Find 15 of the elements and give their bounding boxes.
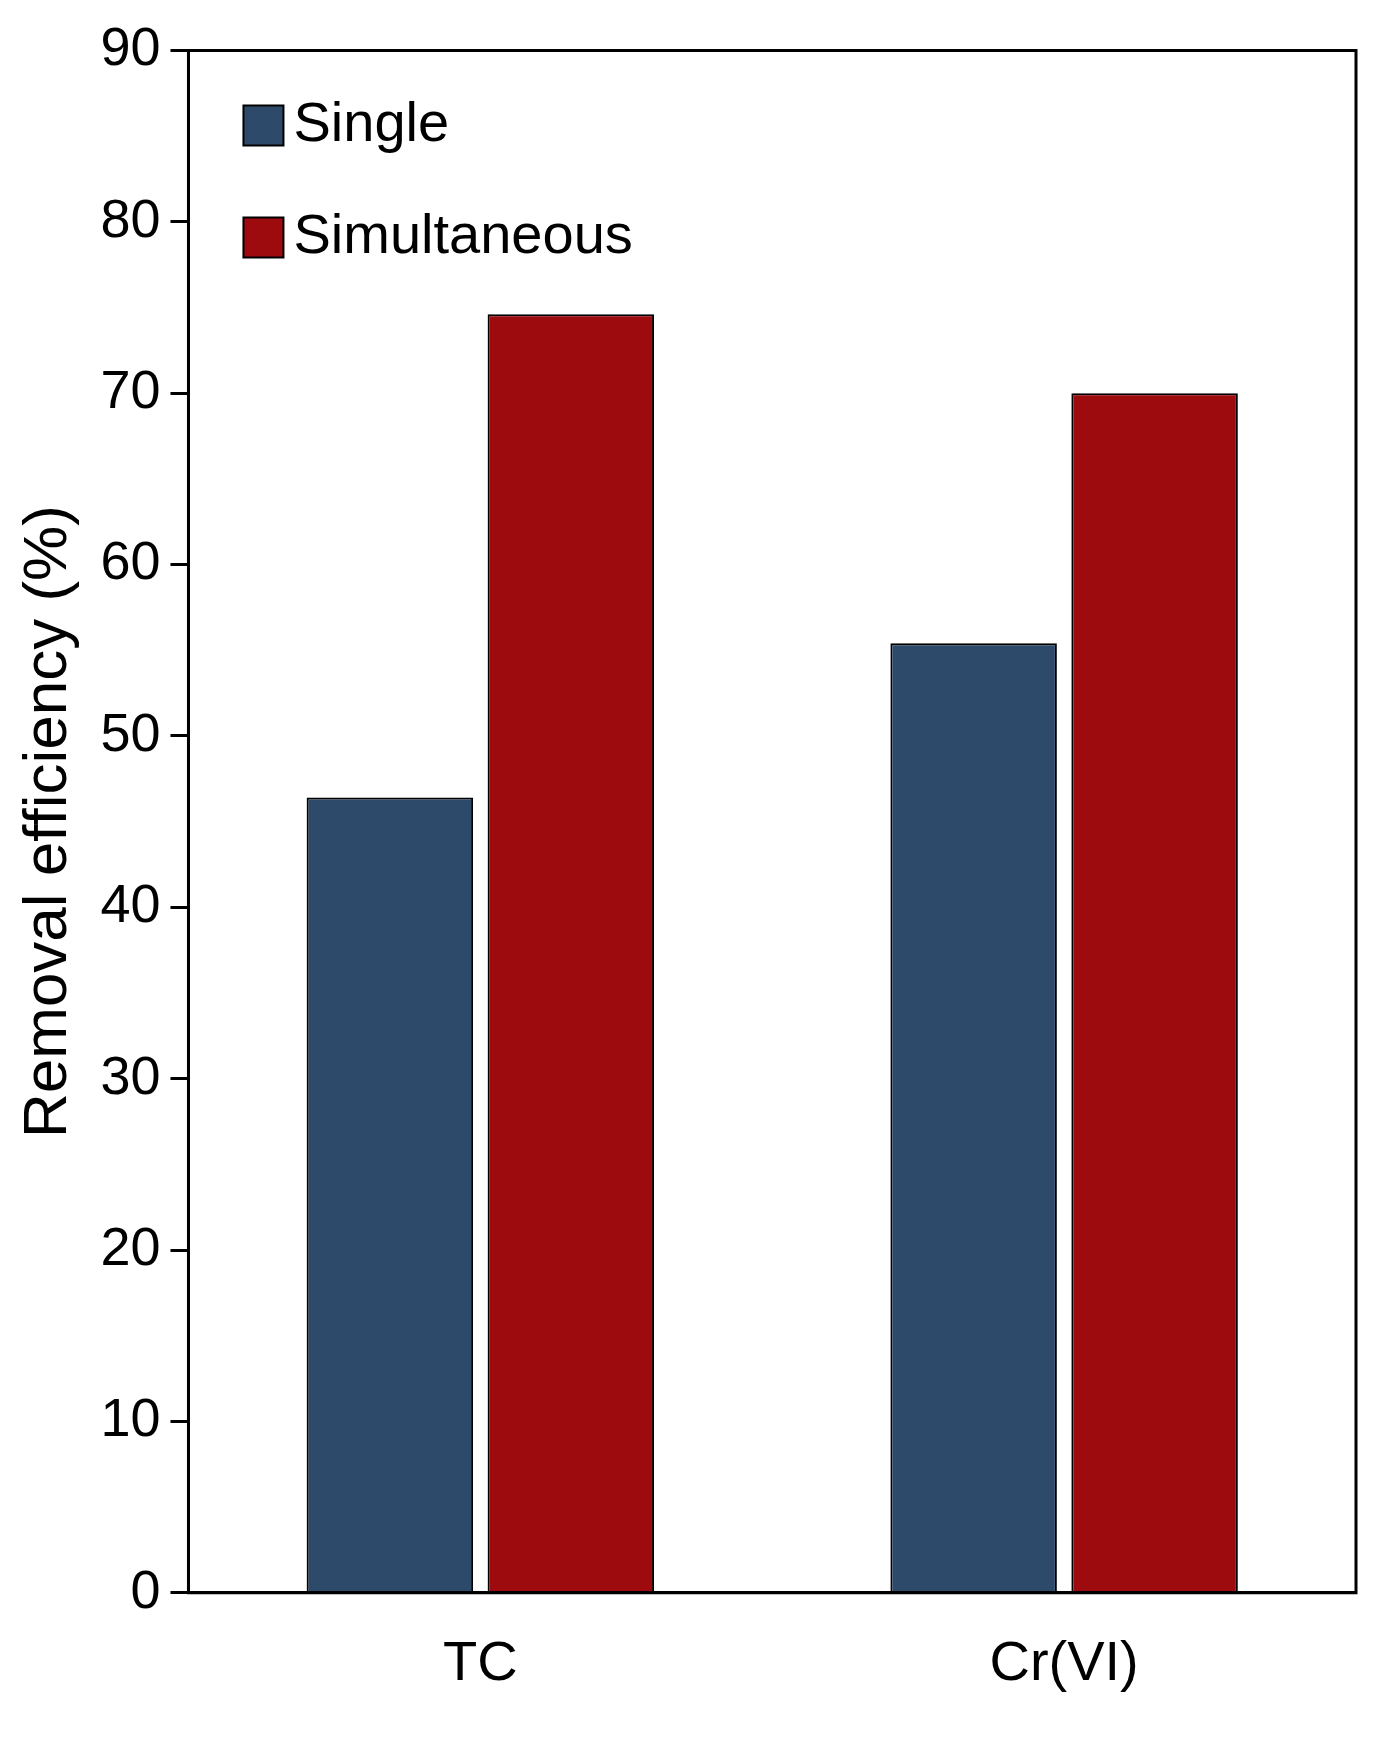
y-tick-label: 10 — [100, 1387, 161, 1448]
y-tick-label: 40 — [100, 873, 161, 934]
y-tick-label: 0 — [130, 1558, 161, 1619]
y-tick-label: 70 — [100, 359, 161, 420]
legend-label: Single — [293, 89, 450, 153]
y-tick-label: 60 — [100, 530, 161, 591]
y-tick-label: 50 — [100, 701, 161, 762]
y-tick-label: 30 — [100, 1044, 161, 1105]
y-tick-label: 90 — [100, 16, 161, 77]
y-axis-title: Removal efficiency (%) — [10, 505, 80, 1139]
x-tick-label: TC — [443, 1628, 518, 1692]
x-tick-label: Cr(VI) — [989, 1628, 1139, 1692]
legend-label: Simultaneous — [293, 201, 633, 265]
y-tick-label: 20 — [100, 1215, 161, 1276]
y-tick-label: 80 — [100, 187, 161, 248]
